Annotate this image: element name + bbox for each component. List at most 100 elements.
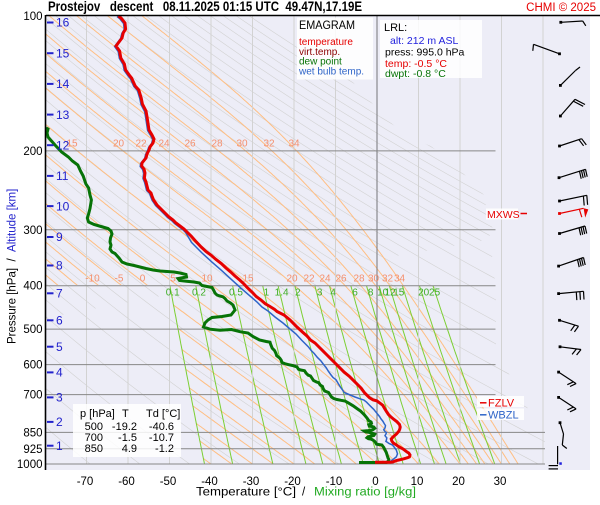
svg-text:1: 1 <box>56 439 63 453</box>
svg-text:temp: -0.5 °C: temp: -0.5 °C <box>385 58 447 70</box>
svg-text:press: 995.0 hPa: press: 995.0 hPa <box>385 47 465 59</box>
svg-text:20: 20 <box>286 274 298 285</box>
svg-text:32: 32 <box>263 139 275 150</box>
svg-text:20: 20 <box>452 476 465 488</box>
svg-text:700: 700 <box>23 390 42 402</box>
svg-text:-1.2: -1.2 <box>155 443 174 455</box>
svg-text:22: 22 <box>135 139 147 150</box>
svg-text:15: 15 <box>242 274 254 285</box>
svg-text:200: 200 <box>23 146 42 158</box>
svg-text:6: 6 <box>352 288 358 299</box>
svg-text:LRL:: LRL: <box>384 22 407 34</box>
svg-text:16: 16 <box>56 16 70 30</box>
svg-text:-1.5: -1.5 <box>118 432 137 444</box>
svg-text:500: 500 <box>23 324 42 336</box>
svg-text:6: 6 <box>56 314 63 328</box>
svg-text:26: 26 <box>335 274 347 285</box>
svg-text:Prostejov descent 08.11.20: Prostejov descent 08.11.2025 01:15 UTC 4… <box>48 0 362 14</box>
svg-text:9: 9 <box>56 230 63 244</box>
svg-text:28: 28 <box>211 139 223 150</box>
svg-text:-60: -60 <box>118 476 135 488</box>
svg-text:0.2: 0.2 <box>192 288 206 299</box>
svg-text:CHMI © 2025: CHMI © 2025 <box>526 2 596 14</box>
svg-text:2: 2 <box>295 288 301 299</box>
svg-text:10: 10 <box>377 288 389 299</box>
svg-text:7: 7 <box>56 287 63 301</box>
svg-text:20: 20 <box>418 288 430 299</box>
svg-text:p [hPa]: p [hPa] <box>80 408 115 420</box>
svg-text:850: 850 <box>85 443 103 455</box>
svg-text:30: 30 <box>494 476 507 488</box>
svg-text:-40: -40 <box>201 476 218 488</box>
svg-text:15: 15 <box>393 288 405 299</box>
svg-text:11: 11 <box>56 169 69 183</box>
svg-text:700: 700 <box>85 432 103 444</box>
svg-text:26: 26 <box>184 139 196 150</box>
svg-text:12: 12 <box>385 288 397 299</box>
svg-text:-50: -50 <box>160 476 177 488</box>
svg-text:0: 0 <box>140 274 146 285</box>
svg-text:5: 5 <box>56 340 63 354</box>
svg-text:wet bulb temp.: wet bulb temp. <box>298 67 364 78</box>
svg-text:EMAGRAM: EMAGRAM <box>299 18 355 32</box>
svg-text:2: 2 <box>56 415 63 429</box>
svg-text:alt: 212 m ASL: alt: 212 m ASL <box>390 35 458 47</box>
svg-text:300: 300 <box>23 225 42 237</box>
svg-text:10: 10 <box>201 274 213 285</box>
svg-text:4: 4 <box>330 288 336 299</box>
svg-text:10: 10 <box>56 199 70 213</box>
svg-text:30: 30 <box>368 274 380 285</box>
svg-text:925: 925 <box>23 444 42 456</box>
svg-text:0: 0 <box>372 476 378 488</box>
svg-text:4.9: 4.9 <box>122 443 137 455</box>
svg-text:15: 15 <box>56 46 70 60</box>
svg-text:850: 850 <box>23 427 42 439</box>
svg-text:1.4: 1.4 <box>275 288 289 299</box>
svg-text:temperature: temperature <box>299 37 353 48</box>
svg-text:5: 5 <box>170 274 176 285</box>
svg-text:15: 15 <box>66 139 78 150</box>
svg-text:600: 600 <box>23 360 42 372</box>
svg-text:24: 24 <box>158 139 170 150</box>
svg-text:-70: -70 <box>77 476 94 488</box>
svg-text:28: 28 <box>353 274 365 285</box>
svg-text:13: 13 <box>56 108 70 122</box>
svg-text:-5: -5 <box>115 274 124 285</box>
svg-text:dwpt: -0.8 °C: dwpt: -0.8 °C <box>385 68 446 80</box>
svg-text:Pressure [hPa] / Altitude [k: Pressure [hPa] / Altitude [km] <box>7 189 19 344</box>
svg-text:8: 8 <box>368 288 374 299</box>
svg-text:20: 20 <box>113 139 125 150</box>
svg-text:-10: -10 <box>85 274 100 285</box>
svg-text:-30: -30 <box>243 476 260 488</box>
svg-text:0.1: 0.1 <box>166 288 180 299</box>
svg-text:Td [°C]: Td [°C] <box>146 408 180 420</box>
svg-text:Mixing ratio [g/kg]: Mixing ratio [g/kg] <box>314 487 416 499</box>
svg-text:dew point: dew point <box>299 57 342 68</box>
svg-text:34: 34 <box>288 139 300 150</box>
svg-text:400: 400 <box>23 281 42 293</box>
svg-text:virt.temp.: virt.temp. <box>299 47 340 58</box>
svg-text:-10: -10 <box>326 476 343 488</box>
svg-text:-20: -20 <box>284 476 301 488</box>
svg-text:12: 12 <box>56 138 70 152</box>
svg-text:3: 3 <box>317 288 323 299</box>
svg-text:500: 500 <box>85 421 103 433</box>
svg-text:MXWS: MXWS <box>487 209 520 221</box>
svg-text:14: 14 <box>56 77 70 91</box>
svg-text:0.5: 0.5 <box>229 288 243 299</box>
svg-text:-19.2: -19.2 <box>112 421 137 433</box>
svg-text:Temperature [°C]: Temperature [°C] <box>196 487 296 499</box>
svg-text:100: 100 <box>23 11 42 23</box>
svg-text:10: 10 <box>411 476 424 488</box>
svg-text:8: 8 <box>56 259 63 273</box>
svg-text:1000: 1000 <box>17 459 43 471</box>
svg-text:32: 32 <box>382 274 394 285</box>
svg-text:WBZL: WBZL <box>488 410 519 422</box>
svg-text:30: 30 <box>236 139 248 150</box>
svg-text:25: 25 <box>429 288 441 299</box>
svg-text:-10.7: -10.7 <box>149 432 174 444</box>
svg-text:/: / <box>302 487 306 499</box>
svg-text:1: 1 <box>264 288 270 299</box>
svg-text:4: 4 <box>56 366 63 380</box>
svg-text:24: 24 <box>319 274 331 285</box>
